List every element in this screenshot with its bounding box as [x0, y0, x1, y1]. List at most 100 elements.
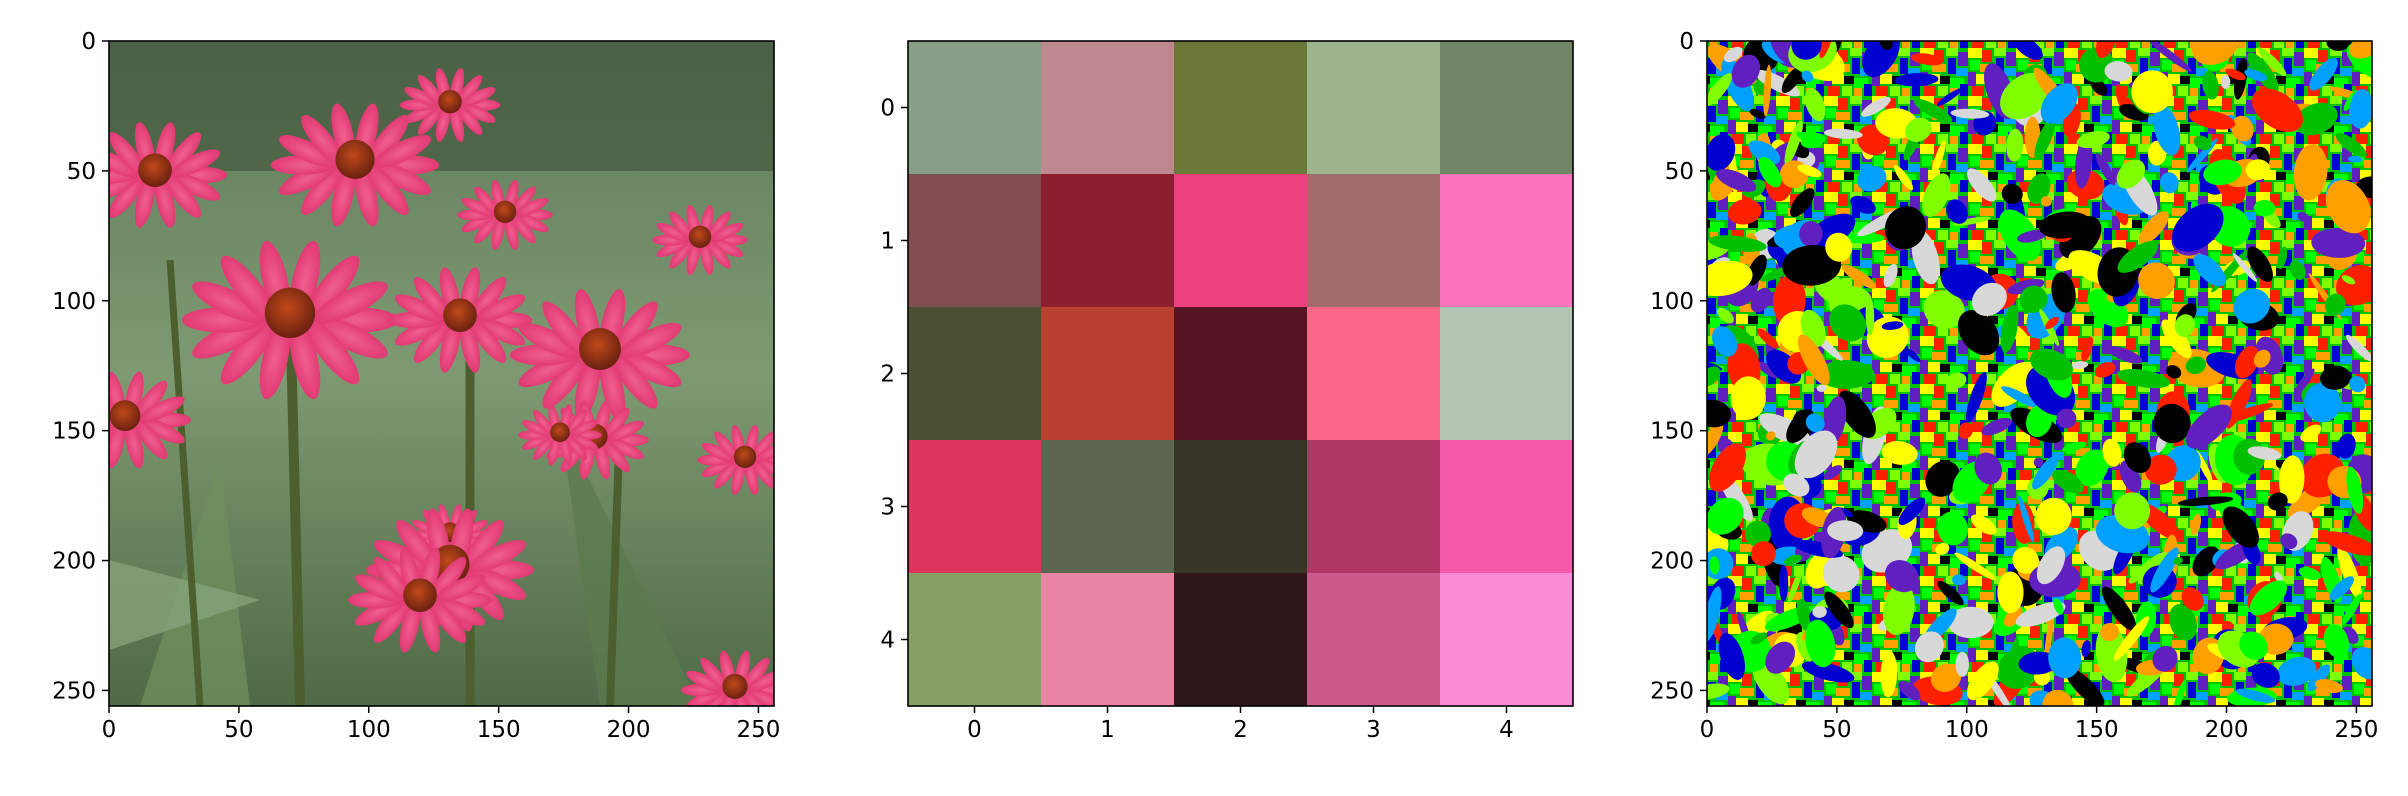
segment-region — [1991, 362, 2035, 407]
segment-region — [2326, 41, 2351, 51]
segment-region — [2347, 155, 2363, 163]
segment-region — [1930, 663, 1962, 692]
segment-region — [2335, 132, 2367, 158]
segment-region — [2116, 159, 2146, 189]
segment-region — [1752, 657, 1790, 705]
palette-xtick-label: 0 — [967, 717, 982, 743]
segment-region — [2257, 47, 2287, 77]
segment-region — [2297, 211, 2309, 222]
segmentation-ytick-label: 100 — [1650, 289, 1694, 315]
segment-region — [2071, 361, 2089, 370]
flower-shape — [388, 267, 532, 373]
segment-region — [2131, 70, 2173, 114]
segment-region — [2203, 159, 2242, 186]
photo-xtick-label: 100 — [347, 717, 391, 743]
segment-region — [1945, 372, 1967, 389]
segment-region — [1707, 497, 1744, 535]
segment-region — [1707, 366, 1721, 387]
segment-region — [1898, 680, 1921, 701]
segment-region — [2188, 109, 2236, 130]
segment-region — [2289, 260, 2306, 280]
flower-shape — [399, 68, 501, 142]
segment-region — [2000, 72, 2051, 120]
segment-region — [2029, 348, 2073, 381]
segment-region — [2104, 61, 2133, 82]
segment-region — [2148, 41, 2192, 72]
segment-region — [1717, 307, 1734, 324]
segment-region — [1790, 188, 1815, 218]
segment-region — [2239, 631, 2268, 660]
segment-region — [2202, 71, 2219, 100]
flower-shape — [182, 240, 398, 400]
segment-region — [1707, 683, 1730, 700]
segment-region — [1880, 650, 1898, 698]
segment-region — [2152, 645, 2178, 672]
segment-region — [1966, 661, 1999, 701]
segment-region — [1923, 290, 1965, 329]
segment-region — [2311, 227, 2366, 258]
palette-cell — [908, 41, 1042, 175]
segmentation-xtick-label: 50 — [1822, 717, 1851, 743]
segment-region — [2117, 241, 2159, 273]
photo-xtick-label: 150 — [477, 717, 521, 743]
segment-region — [1981, 417, 2012, 436]
segment-region — [2051, 272, 2076, 313]
segment-region — [2123, 442, 2151, 474]
segment-region — [2001, 183, 2023, 204]
segment-region — [1823, 465, 1843, 480]
segment-region — [1974, 452, 2002, 485]
segment-region — [1802, 661, 1855, 683]
segment-region — [1796, 598, 1813, 632]
segmentation-ytick-label: 200 — [1650, 549, 1694, 575]
segment-region — [1825, 232, 1853, 262]
palette-ytick-label: 0 — [880, 96, 895, 122]
segment-region — [2324, 293, 2346, 316]
photo-xtick-label: 250 — [736, 717, 780, 743]
segment-region — [1765, 641, 1796, 674]
segment-region — [1823, 128, 1863, 139]
flower-shape — [109, 122, 227, 228]
segment-region — [2166, 365, 2182, 379]
flower-shape — [271, 103, 439, 227]
segment-region — [2323, 624, 2350, 659]
photo-ytick-label: 0 — [81, 29, 96, 55]
segmentation-ytick-label: 250 — [1650, 678, 1694, 704]
segment-region — [1879, 41, 1893, 51]
segmentation-xtick-label: 200 — [2205, 717, 2249, 743]
segment-region — [1782, 244, 1842, 286]
palette-cell — [1041, 307, 1175, 441]
segment-region — [2235, 688, 2276, 703]
segment-region — [2251, 662, 2280, 688]
segment-region — [1797, 164, 1822, 178]
segment-region — [1881, 321, 1904, 330]
segment-region — [2300, 424, 2322, 442]
segment-region — [1898, 497, 1926, 525]
segment-region — [2294, 102, 2338, 136]
segment-region — [1970, 514, 1997, 535]
segment-region — [2102, 586, 2137, 631]
segment-region — [1707, 133, 1736, 171]
segment-region — [1796, 131, 1822, 148]
segment-region — [1787, 564, 1805, 605]
segment-region — [2113, 616, 2150, 661]
segment-region — [2138, 262, 2175, 299]
segment-region — [2161, 319, 2192, 358]
segment-region — [2048, 637, 2082, 679]
segment-region — [2221, 620, 2234, 630]
photo-xtick-label: 0 — [102, 717, 117, 743]
palette-cell — [1440, 573, 1574, 707]
segment-region — [1778, 564, 1789, 602]
flower-shape — [652, 204, 748, 276]
segment-region — [2251, 88, 2303, 133]
segment-region — [1744, 520, 1771, 547]
segment-region — [1894, 73, 1939, 87]
segment-region — [1827, 520, 1864, 542]
segment-region — [2012, 41, 2043, 60]
segment-region — [1884, 206, 1926, 250]
segment-region — [2232, 253, 2258, 282]
segment-region — [2294, 368, 2315, 395]
segment-region — [2153, 104, 2181, 156]
segment-region — [2249, 580, 2287, 616]
flower-shape — [348, 547, 492, 653]
